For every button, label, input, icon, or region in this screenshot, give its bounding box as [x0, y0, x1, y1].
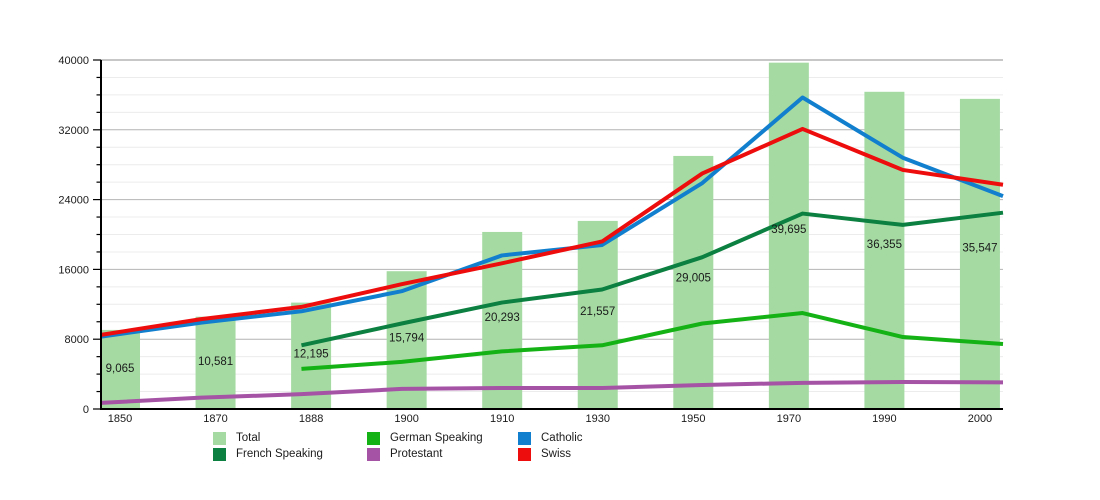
x-axis-tick-label: 1850: [108, 413, 132, 425]
total-bar-value-label: 21,557: [580, 306, 615, 318]
protestant-line: [100, 379, 1004, 405]
y-axis-tick-label: 0: [83, 404, 89, 416]
legend-label-swiss: Swiss: [541, 448, 572, 460]
total-bar-value-label: 39,695: [771, 224, 806, 236]
total-bar-value-label: 20,293: [485, 312, 520, 324]
x-axis-tick-label: 1950: [681, 413, 705, 425]
legend-item-total: Total: [213, 431, 367, 445]
legend-label-total: Total: [236, 432, 261, 444]
french-speaking-swatch-icon: [213, 447, 226, 461]
y-axis-tick-label: 24000: [58, 195, 89, 207]
x-axis-tick-label: 1870: [203, 413, 227, 425]
y-axis-tick-label: 32000: [58, 125, 89, 137]
total-bar: [577, 220, 618, 409]
legend-label-french-speaking: French Speaking: [236, 448, 323, 460]
total-bar-value-label: 10,581: [198, 356, 233, 368]
total-bar: [195, 316, 236, 409]
german-speaking-swatch-icon: [367, 431, 380, 445]
total-bar-value-label: 9,065: [106, 363, 135, 375]
y-axis-tick-label: 16000: [58, 264, 89, 276]
y-axis-tick-label: 8000: [65, 334, 89, 346]
swiss-swatch-icon: [518, 447, 531, 461]
x-axis-tick-label: 1910: [490, 413, 514, 425]
legend-label-german-speaking: German Speaking: [390, 432, 483, 444]
total-bar-value-label: 35,547: [962, 243, 997, 255]
legend-item-french-speaking: French Speaking: [213, 447, 367, 461]
x-axis-tick-label: 1888: [299, 413, 323, 425]
total-bar: [100, 329, 140, 409]
legend-item-german-speaking: German Speaking: [367, 431, 518, 445]
x-axis-tick-label: 1900: [394, 413, 418, 425]
x-axis-tick-label: 2000: [968, 413, 992, 425]
legend-label-catholic: Catholic: [541, 432, 583, 444]
legend-label-protestant: Protestant: [390, 448, 443, 460]
x-axis-tick-label: 1930: [586, 413, 610, 425]
total-bar-value-label: 15,794: [389, 332, 425, 344]
total-swatch-icon: [213, 431, 226, 445]
catholic-line: [100, 95, 1004, 339]
total-bar: [959, 98, 1000, 410]
x-axis-tick-label: 1970: [777, 413, 801, 425]
catholic-swatch-icon: [518, 431, 531, 445]
legend-item-swiss: Swiss: [518, 447, 658, 461]
protestant-swatch-icon: [367, 447, 380, 461]
total-bar-value-label: 12,195: [294, 349, 329, 361]
chart-legend: Total German Speaking Catholic French Sp…: [213, 431, 658, 461]
french-speaking-line: [301, 210, 1004, 348]
legend-item-protestant: Protestant: [367, 447, 518, 461]
x-axis-tick-label: 1990: [872, 413, 896, 425]
total-bar-value-label: 36,355: [867, 239, 902, 251]
swiss-line: [100, 126, 1004, 337]
total-bar-value-label: 29,005: [676, 272, 711, 284]
legend-item-catholic: Catholic: [518, 431, 658, 445]
y-axis-tick-label: 40000: [58, 55, 89, 67]
german-speaking-line: [301, 311, 1004, 371]
